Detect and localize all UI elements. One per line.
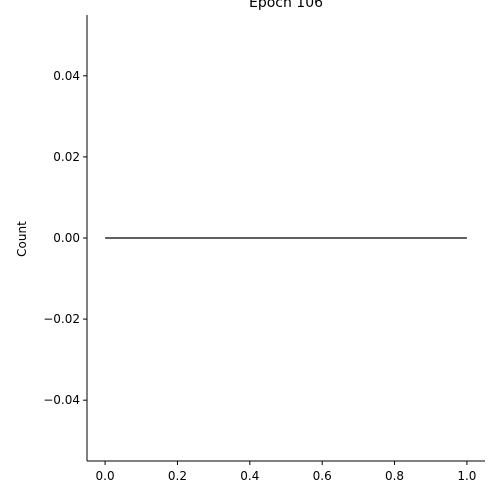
x-tick-label: 0.2 (168, 469, 187, 483)
y-ticks: 0.04 0.02 0.00 −0.02 −0.04 (43, 69, 87, 407)
chart-title: Epoch 106 (249, 0, 323, 11)
x-ticks: 0.0 0.2 0.4 0.6 0.8 1.0 (96, 461, 476, 483)
x-tick-label: 0.4 (240, 469, 259, 483)
y-tick-label: −0.02 (43, 312, 80, 326)
y-tick-label: 0.02 (53, 150, 80, 164)
x-tick-label: 0.0 (96, 469, 115, 483)
y-tick-label: 0.04 (53, 69, 80, 83)
x-tick-label: 0.6 (313, 469, 332, 483)
x-tick-label: 0.8 (385, 469, 404, 483)
y-axis-label: Count (15, 221, 29, 257)
x-tick-label: 1.0 (457, 469, 476, 483)
y-tick-label: 0.00 (53, 231, 80, 245)
y-tick-label: −0.04 (43, 393, 80, 407)
